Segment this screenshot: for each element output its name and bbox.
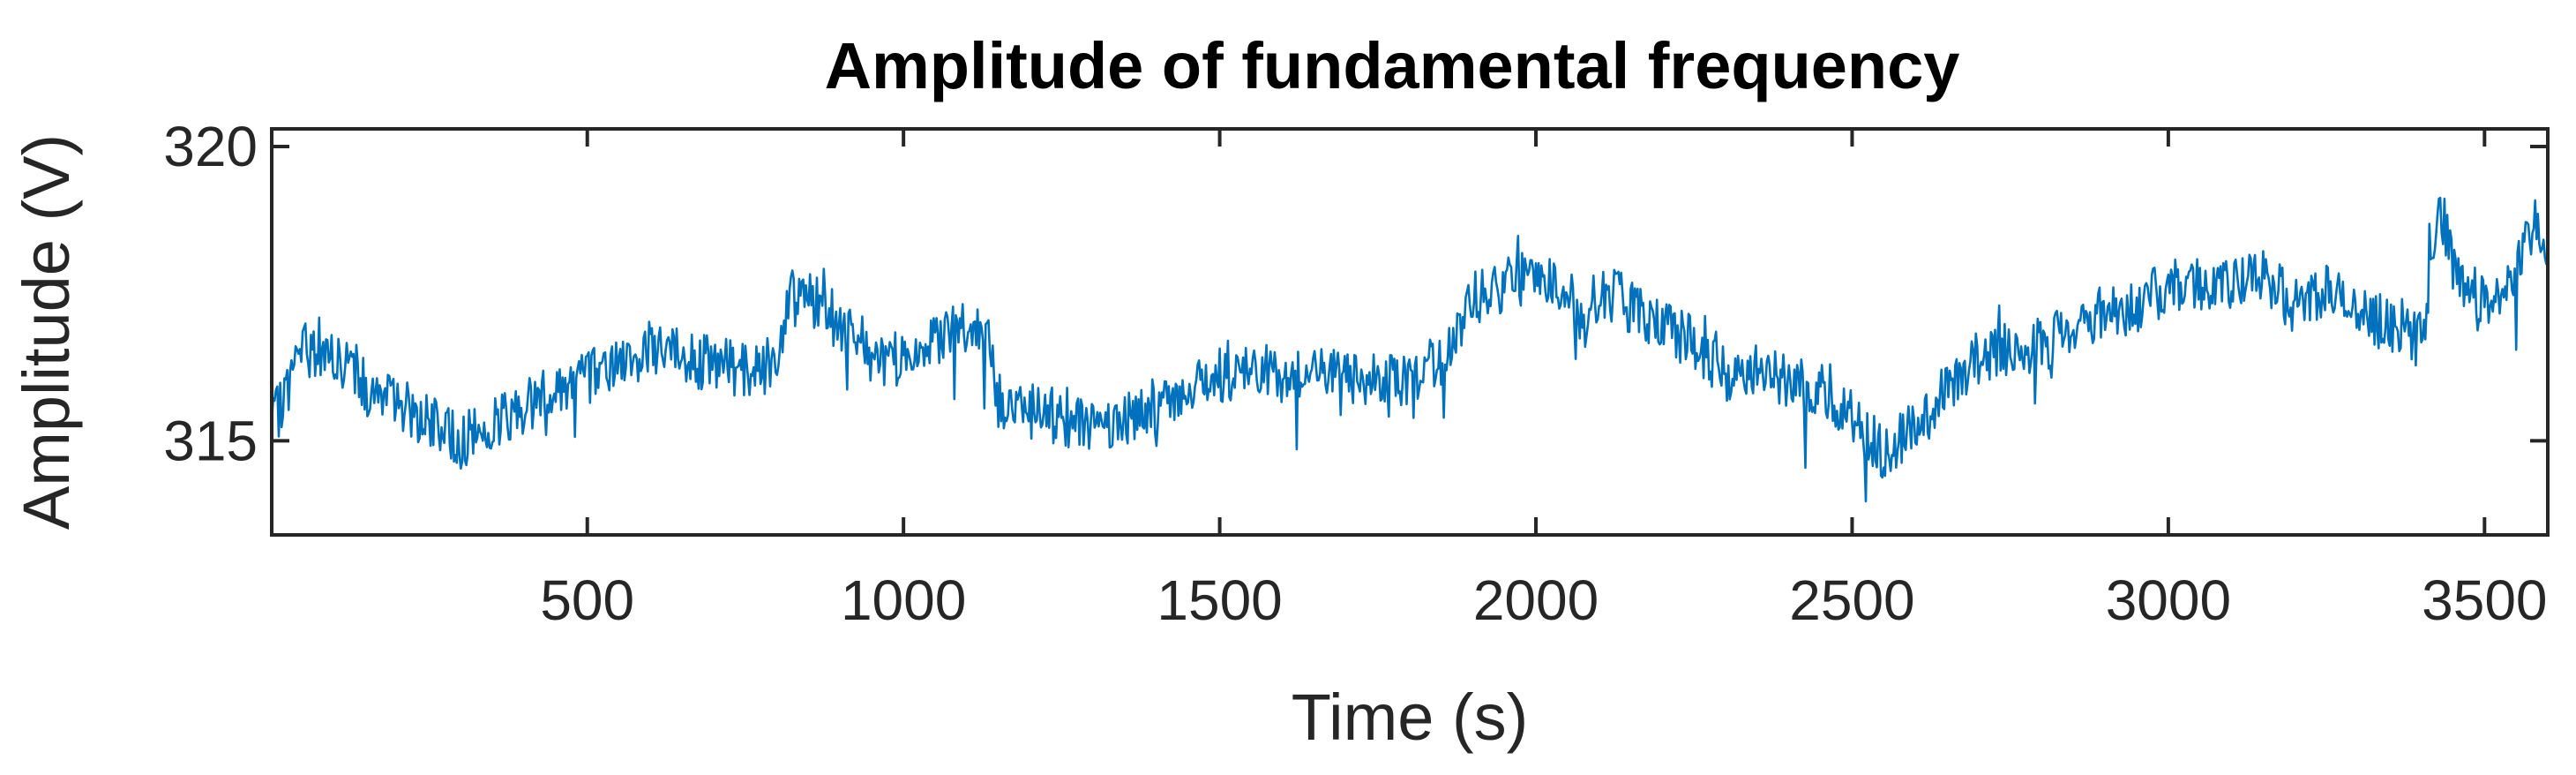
plot-frame (270, 127, 2550, 537)
chart-title: Amplitude of fundamental frequency (825, 29, 1960, 102)
x-tick-label: 1000 (841, 568, 966, 632)
x-axis-label: Time (s) (1292, 681, 1529, 754)
x-tick-label: 1500 (1157, 568, 1282, 632)
y-axis: 315 320 (163, 115, 2548, 472)
x-tick-label: 3000 (2106, 568, 2231, 632)
x-tick-label: 500 (540, 568, 634, 632)
y-tick-label: 315 (163, 409, 258, 472)
series-layer (270, 196, 2550, 503)
x-tick-label: 2000 (1473, 568, 1599, 632)
y-axis-label: Amplitude (V) (10, 134, 83, 530)
x-tick-label: 3500 (2422, 568, 2547, 632)
series-line-0 (270, 196, 2550, 503)
y-tick-label: 320 (163, 115, 258, 178)
x-axis: 500 1000 1500 2000 2500 3000 3500 (540, 129, 2548, 632)
x-tick-label: 2500 (1789, 568, 1914, 632)
